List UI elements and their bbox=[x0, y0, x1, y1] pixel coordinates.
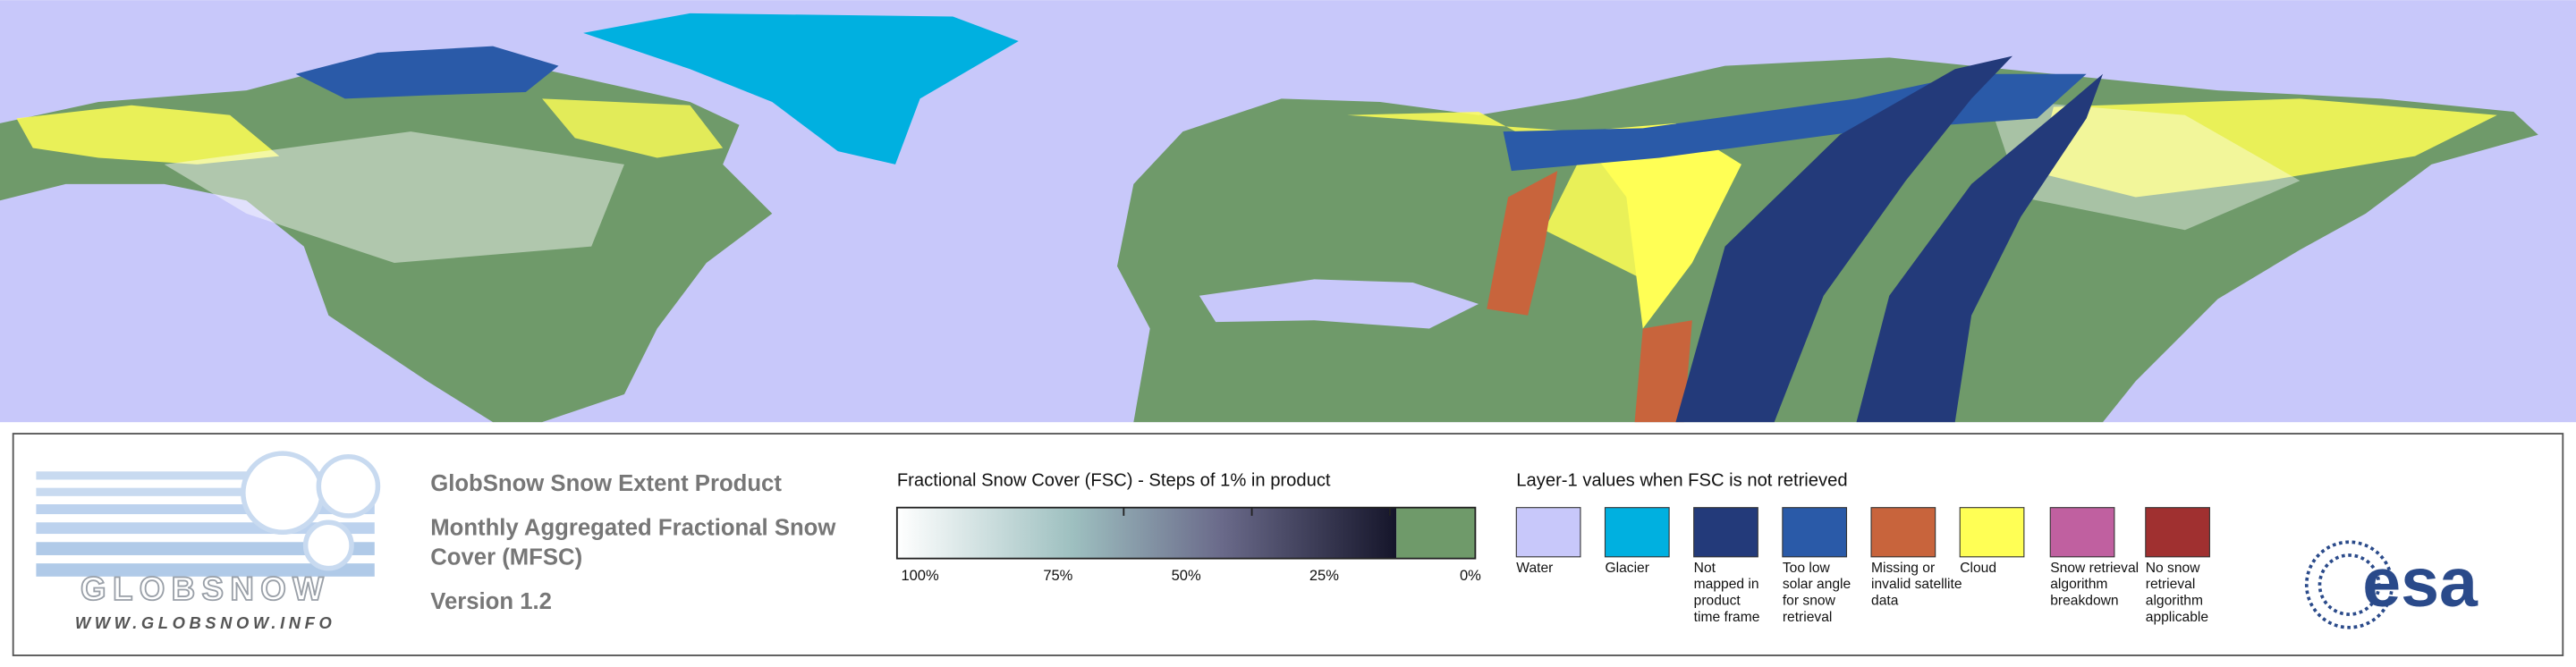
legend-label: for snow bbox=[1783, 594, 1836, 609]
legend-swatch bbox=[1959, 507, 2025, 558]
legend-label: Missing or bbox=[1871, 561, 1935, 576]
map bbox=[0, 0, 2576, 423]
snowflake bbox=[241, 451, 325, 535]
layer1-legend: Layer-1 values when FSC is not retrieved… bbox=[1515, 471, 2210, 625]
legend-label: data bbox=[1871, 594, 1899, 609]
legend-label: breakdown bbox=[2050, 594, 2118, 609]
missing-band bbox=[1487, 171, 1558, 316]
product-version: Version 1.2 bbox=[430, 589, 552, 614]
legend-label: Not bbox=[1694, 561, 1716, 576]
legend-label: algorithm bbox=[2146, 594, 2203, 609]
legend-label: mapped in bbox=[1694, 577, 1759, 592]
logo-stripe bbox=[36, 563, 375, 577]
product-subtitle: Cover (MFSC) bbox=[430, 545, 582, 570]
fsc-tick-label: 50% bbox=[1172, 567, 1201, 584]
cloud-asia2 bbox=[2037, 98, 2497, 198]
snow-na bbox=[16, 105, 280, 165]
not-mapped bbox=[1675, 55, 2012, 423]
fsc-tick-label: 75% bbox=[1043, 567, 1072, 584]
legend-label: retrieval bbox=[1783, 610, 1833, 625]
cloud-asia bbox=[1577, 122, 1741, 329]
fsc-gradient bbox=[896, 507, 1397, 559]
legend-label: applicable bbox=[2146, 610, 2208, 625]
fsc-zero bbox=[1396, 507, 1476, 559]
legend-swatch bbox=[1693, 507, 1758, 558]
logo-stripe bbox=[36, 471, 375, 480]
legend-label: retrieval bbox=[2146, 577, 2196, 592]
legend-label: Too low bbox=[1783, 561, 1831, 576]
missing-band2 bbox=[1634, 320, 1692, 423]
legend-label: product bbox=[1694, 594, 1741, 609]
logo-stripe bbox=[36, 542, 375, 555]
not-mapped2 bbox=[1856, 73, 2104, 423]
legend-label: invalid satellite bbox=[1871, 577, 1962, 592]
arctic-islands bbox=[295, 46, 559, 99]
legend-label: Cloud bbox=[1960, 561, 1996, 576]
snow-na2 bbox=[542, 98, 724, 158]
legend-label: solar angle bbox=[1783, 577, 1851, 592]
logo-name: GLOBSNOW bbox=[80, 570, 330, 607]
logo-stripe bbox=[36, 504, 375, 515]
legend-label: algorithm bbox=[2050, 577, 2107, 592]
legend-label: Water bbox=[1516, 561, 1553, 576]
esa-logo: esa bbox=[2304, 540, 2479, 629]
legend-label: Glacier bbox=[1605, 561, 1648, 576]
product-info: GlobSnow Snow Extent Product Monthly Agg… bbox=[430, 471, 836, 614]
snowflake bbox=[316, 453, 381, 519]
esa-globe bbox=[2304, 540, 2394, 629]
esa-name: esa bbox=[2362, 545, 2479, 621]
product-subtitle: Monthly Aggregated Fractional Snow bbox=[430, 515, 836, 540]
legend-label: Snow retrieval bbox=[2050, 561, 2139, 576]
snowflake bbox=[302, 519, 354, 571]
product-title: GlobSnow Snow Extent Product bbox=[430, 471, 782, 496]
fsc-ticks: 100% 75% 50% 25% 0% bbox=[901, 507, 1481, 584]
fsc-frame bbox=[895, 506, 1477, 560]
ocean-med bbox=[1199, 279, 1479, 329]
greenland bbox=[583, 13, 1019, 165]
fsc-tick-label: 100% bbox=[901, 567, 939, 584]
legend-swatch bbox=[2049, 507, 2115, 558]
fsc-legend: Fractional Snow Cover (FSC) - Steps of 1… bbox=[895, 471, 1481, 584]
fsc-tick-label: 25% bbox=[1309, 567, 1339, 584]
fsc-title: Fractional Snow Cover (FSC) - Steps of 1… bbox=[897, 471, 1331, 491]
legend-swatch bbox=[1604, 507, 1670, 558]
fsc-tick-label: 0% bbox=[1460, 567, 1481, 584]
logo-url: WWW.GLOBSNOW.INFO bbox=[75, 613, 336, 632]
legend-swatch bbox=[1515, 507, 1581, 558]
legend-label: time frame bbox=[1694, 610, 1760, 625]
legend-swatch bbox=[1782, 507, 1848, 558]
legend-swatch bbox=[2145, 507, 2210, 558]
snow-cover-na bbox=[164, 131, 624, 264]
legend-label: No snow bbox=[2146, 561, 2200, 576]
logo: GLOBSNOW WWW.GLOBSNOW.INFO bbox=[36, 451, 381, 632]
layer1-title: Layer-1 values when FSC is not retrieved bbox=[1516, 471, 1847, 491]
esa-globe bbox=[2318, 553, 2381, 616]
legend-swatch bbox=[1870, 507, 1936, 558]
logo-stripe bbox=[36, 487, 375, 496]
